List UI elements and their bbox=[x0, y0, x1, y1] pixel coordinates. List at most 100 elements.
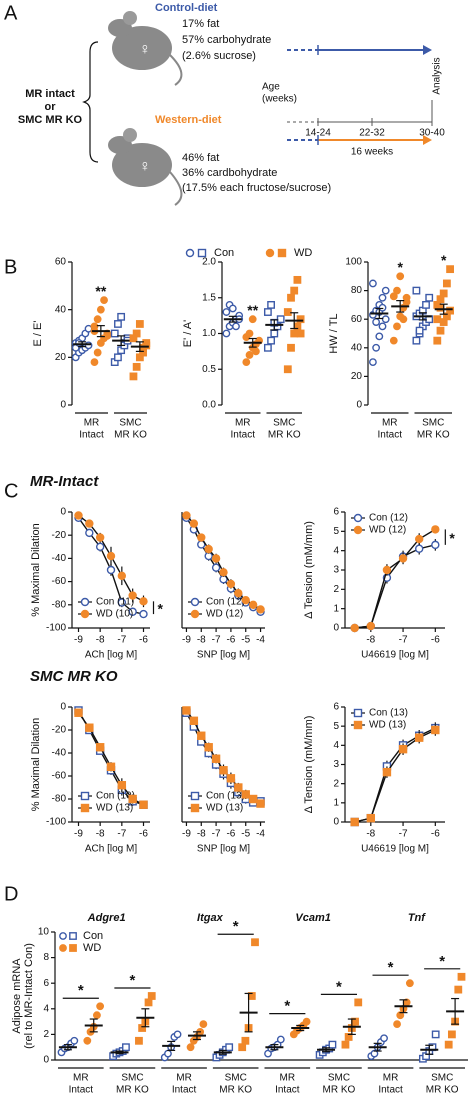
data-point bbox=[106, 565, 116, 575]
data-point bbox=[83, 1036, 92, 1045]
data-point bbox=[241, 790, 250, 799]
data-point bbox=[234, 783, 243, 792]
x-axis-label: U46619 [log M] bbox=[361, 844, 429, 855]
data-point bbox=[276, 315, 285, 324]
legend-marker bbox=[185, 248, 195, 258]
y-tick-label: 0 bbox=[60, 702, 66, 713]
data-point bbox=[226, 774, 236, 783]
data-point bbox=[95, 542, 105, 551]
data-point bbox=[95, 743, 105, 752]
x-tick-label: MR KO bbox=[417, 430, 450, 441]
x-tick-label: MR bbox=[280, 1073, 296, 1084]
data-point bbox=[389, 292, 398, 301]
y-tick-label: 40 bbox=[55, 304, 67, 315]
x-tick-label: -8 bbox=[197, 635, 206, 646]
genotype: or bbox=[45, 101, 57, 113]
x-tick-label: -4 bbox=[256, 829, 265, 840]
data-point bbox=[114, 320, 122, 328]
data-point bbox=[139, 609, 148, 619]
x-tick-label: MR KO bbox=[426, 1085, 459, 1096]
x-tick-label: -7 bbox=[399, 635, 408, 646]
data-point bbox=[372, 343, 381, 352]
y-tick-label: 6 bbox=[333, 507, 339, 518]
series-line bbox=[354, 729, 436, 823]
data-point bbox=[328, 1040, 337, 1049]
data-point bbox=[302, 1017, 311, 1026]
data-point bbox=[197, 731, 206, 740]
data-point bbox=[283, 365, 292, 374]
x-tick-label: Intact bbox=[79, 430, 104, 441]
data-point bbox=[389, 336, 398, 345]
data-point bbox=[398, 744, 408, 754]
legend-marker bbox=[277, 248, 287, 258]
diet-name: Western-diet bbox=[155, 114, 222, 126]
data-point bbox=[431, 540, 440, 550]
significance: * bbox=[78, 982, 84, 999]
data-point bbox=[425, 293, 434, 302]
data-point bbox=[378, 293, 387, 302]
data-point bbox=[248, 315, 257, 324]
data-point bbox=[270, 329, 279, 338]
data-point bbox=[85, 528, 94, 538]
data-point bbox=[106, 551, 116, 561]
data-point bbox=[375, 332, 384, 341]
x-axis-label: ACh [log M] bbox=[85, 650, 137, 661]
x-tick-label: -7 bbox=[117, 635, 126, 646]
age-range: 14-24 bbox=[305, 128, 331, 139]
y-tick-label: 4 bbox=[333, 545, 339, 556]
data-point bbox=[139, 800, 148, 809]
x-tick-label: SMC bbox=[422, 418, 444, 429]
data-point bbox=[354, 998, 363, 1007]
data-point bbox=[135, 320, 144, 328]
y-tick-label: 0 bbox=[60, 507, 66, 518]
y-tick-label: 3 bbox=[333, 759, 339, 770]
significance: * bbox=[397, 259, 403, 275]
y-tick-label: 20 bbox=[55, 352, 67, 363]
y-tick-label: -40 bbox=[52, 553, 67, 564]
x-tick-label: Intact bbox=[378, 1085, 403, 1096]
y-tick-label: 2 bbox=[43, 1029, 49, 1040]
legend-marker bbox=[59, 944, 67, 952]
genotype: MR intact bbox=[25, 88, 75, 100]
x-tick-label: Intact bbox=[172, 1085, 197, 1096]
y-tick-label: 6 bbox=[43, 978, 49, 989]
significance: * bbox=[449, 530, 455, 546]
data-point bbox=[117, 571, 127, 580]
y-tick-label: 4 bbox=[43, 1003, 49, 1014]
data-point bbox=[245, 351, 254, 359]
data-point bbox=[128, 607, 137, 616]
x-tick-label: -8 bbox=[366, 635, 375, 646]
group-title: Adgre1 bbox=[87, 912, 126, 924]
age-label: Age bbox=[262, 82, 280, 93]
data-point bbox=[117, 598, 127, 607]
significance: * bbox=[388, 959, 394, 976]
legend-marker bbox=[265, 248, 275, 258]
data-point bbox=[85, 723, 94, 732]
age-label: (weeks) bbox=[262, 94, 297, 105]
y-tick-label: -100 bbox=[46, 623, 66, 634]
group-title: Itgax bbox=[197, 912, 224, 924]
data-point bbox=[135, 1036, 143, 1045]
diet-detail: 57% carbohydrate bbox=[182, 34, 271, 46]
data-point bbox=[263, 343, 272, 352]
legend-marker bbox=[190, 609, 200, 619]
diet-detail: 17% fat bbox=[182, 18, 219, 30]
data-point bbox=[431, 525, 440, 534]
panel-label: A bbox=[4, 2, 18, 24]
data-point bbox=[211, 754, 221, 763]
data-point bbox=[263, 308, 272, 316]
data-point bbox=[414, 534, 424, 544]
legend-marker bbox=[197, 248, 207, 258]
data-point bbox=[369, 358, 377, 366]
data-point bbox=[251, 938, 259, 947]
data-point bbox=[446, 265, 454, 274]
data-point bbox=[248, 794, 258, 804]
x-tick-label: -9 bbox=[182, 635, 191, 646]
data-point bbox=[457, 972, 466, 981]
legend-marker bbox=[69, 932, 77, 940]
data-point bbox=[372, 318, 381, 326]
data-point bbox=[267, 336, 275, 345]
data-point bbox=[276, 1035, 285, 1044]
legend-label: WD bbox=[294, 247, 312, 259]
y-tick-label: 60 bbox=[351, 314, 363, 325]
